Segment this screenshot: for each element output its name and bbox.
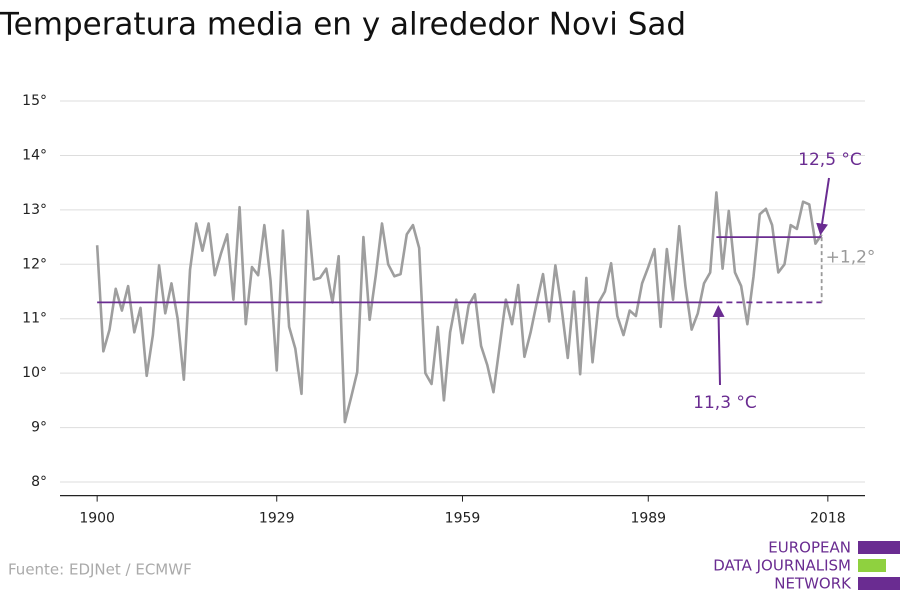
baseline-label: 11,3 °C — [693, 393, 757, 413]
difference-label: +1,2° — [826, 248, 876, 268]
chart-title: Temperatura media en y alrededor Novi Sa… — [0, 7, 686, 43]
arrow — [816, 177, 830, 236]
logo-bar — [858, 559, 886, 572]
arrow — [712, 305, 725, 386]
x-tick-label: 1959 — [445, 511, 481, 527]
x-tick-label: 2018 — [810, 511, 846, 527]
y-tick-label: 11° — [22, 311, 47, 327]
x-tick-label: 1929 — [259, 511, 295, 527]
y-tick-label: 12° — [22, 256, 47, 272]
y-tick-label: 15° — [22, 93, 47, 109]
logo-text: DATA JOURNALISM — [713, 557, 851, 575]
line — [95, 191, 823, 424]
y-tick-label: 9° — [31, 420, 47, 436]
source: Fuente: EDJNet / ECMWF — [8, 561, 192, 579]
x-tick-label: 1989 — [630, 511, 666, 527]
y-tick-label: 13° — [22, 202, 47, 218]
recent-label: 12,5 °C — [798, 150, 862, 170]
logo: EUROPEAN DATA JOURNALISM NETWORK — [713, 539, 900, 593]
y-tick-label: 10° — [22, 365, 47, 381]
y-tick-label: 8° — [31, 474, 47, 490]
logo-bar — [858, 541, 900, 554]
logo-bar — [858, 577, 900, 590]
logo-text: EUROPEAN — [768, 539, 851, 557]
x-tick-label: 1900 — [79, 511, 115, 527]
y-tick-label: 14° — [22, 147, 47, 163]
logo-text: NETWORK — [774, 575, 852, 593]
